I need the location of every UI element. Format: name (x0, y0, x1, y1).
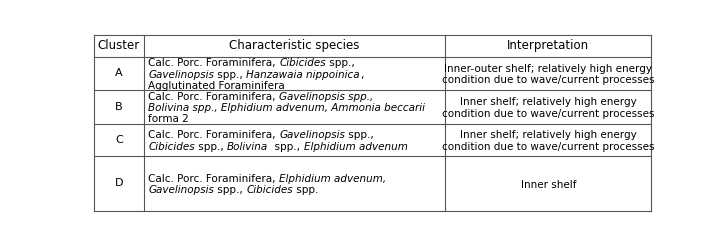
Text: Calc. Porc. Foraminifera,: Calc. Porc. Foraminifera, (148, 59, 279, 69)
Text: Interpretation: Interpretation (507, 39, 590, 52)
Text: Calc. Porc. Foraminifera,: Calc. Porc. Foraminifera, (148, 130, 279, 140)
Text: Inner shelf; relatively high energy: Inner shelf; relatively high energy (460, 97, 637, 107)
Text: Cibicides: Cibicides (148, 141, 195, 152)
Text: Bolivina: Bolivina (227, 141, 268, 152)
Text: Cibicides: Cibicides (279, 59, 326, 69)
Text: B: B (115, 102, 123, 112)
Text: spp.,: spp., (195, 141, 227, 152)
Text: condition due to wave/current processes: condition due to wave/current processes (442, 109, 654, 119)
Text: A: A (115, 69, 123, 78)
Text: Cibicides: Cibicides (246, 185, 293, 195)
Text: Calc. Porc. Foraminifera,: Calc. Porc. Foraminifera, (148, 92, 279, 102)
Text: ,: , (360, 69, 364, 80)
Text: Inner shelf: Inner shelf (521, 180, 576, 190)
Text: D: D (115, 178, 123, 188)
Text: Gavelinopsis: Gavelinopsis (148, 185, 214, 195)
Text: spp.,: spp., (214, 185, 246, 195)
Text: Elphidium advenum: Elphidium advenum (304, 141, 407, 152)
Text: spp.,: spp., (214, 69, 246, 80)
Text: Cluster: Cluster (97, 39, 140, 52)
Text: Inner shelf; relatively high energy: Inner shelf; relatively high energy (460, 130, 637, 140)
Text: forma 2: forma 2 (148, 114, 189, 124)
Text: Characteristic species: Characteristic species (229, 39, 360, 52)
Text: spp.: spp. (293, 185, 318, 195)
Text: spp.,: spp., (345, 130, 374, 140)
Text: Gavelinopsis: Gavelinopsis (279, 130, 345, 140)
Text: Gavelinopsis: Gavelinopsis (148, 69, 214, 80)
Text: Bolivina spp., Elphidium advenum, Ammonia beccarii: Bolivina spp., Elphidium advenum, Ammoni… (148, 103, 425, 113)
Text: Hanzawaia nippoinica: Hanzawaia nippoinica (246, 69, 360, 80)
Text: Gavelinopsis spp.,: Gavelinopsis spp., (279, 92, 374, 102)
Text: condition due to wave/current processes: condition due to wave/current processes (442, 75, 654, 85)
Text: Elphidium advenum,: Elphidium advenum, (279, 174, 386, 184)
Text: Agglutinated Foraminifera: Agglutinated Foraminifera (148, 81, 285, 91)
Text: spp.,: spp., (268, 141, 304, 152)
Text: Inner-outer shelf; relatively high energy: Inner-outer shelf; relatively high energ… (444, 64, 652, 74)
Text: spp.,: spp., (326, 59, 355, 69)
Text: condition due to wave/current processes: condition due to wave/current processes (442, 141, 654, 152)
Text: Calc. Porc. Foraminifera,: Calc. Porc. Foraminifera, (148, 174, 279, 184)
Text: C: C (115, 135, 123, 145)
